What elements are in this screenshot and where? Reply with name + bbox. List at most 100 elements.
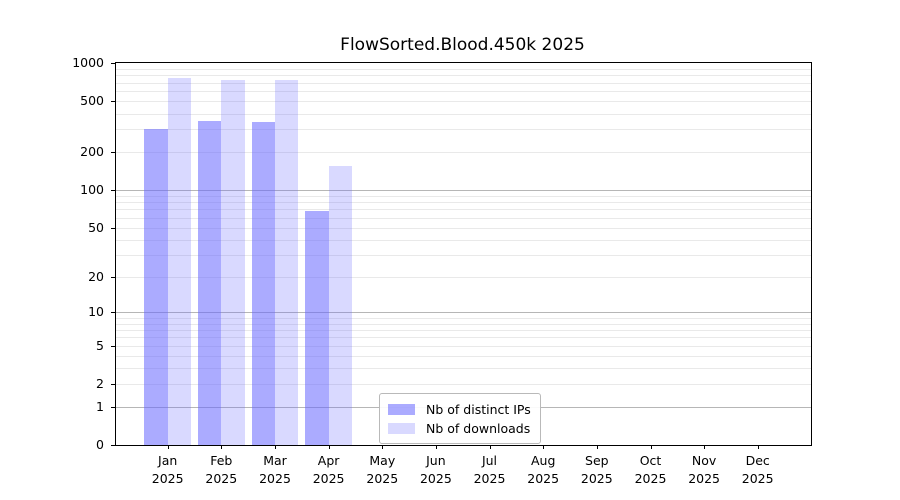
legend-label-downloads: Nb of downloads [426,421,531,436]
x-tick-year: 2025 [527,470,560,486]
x-tick-month: Apr [317,453,340,468]
x-tick-mark [275,445,276,449]
x-tick-month: Oct [639,453,662,468]
x-tick-month: Mar [263,453,287,468]
x-tick-year: 2025 [473,470,506,486]
x-tick-month: Jul [481,453,498,468]
gridline [116,217,811,219]
legend-swatch-distinct-ips-icon [388,404,415,415]
x-tick-year: 2025 [151,470,184,486]
bar-downloads [167,78,192,445]
x-tick-mark [543,445,545,449]
x-tick-mark [650,445,652,449]
y-tick-mark [111,406,115,408]
y-tick-mark [111,384,115,386]
y-tick-mark [111,345,115,347]
bar-distinct-ips [251,121,275,445]
x-tick-month: Jun [426,453,446,468]
x-tick-label: Nov 2025 [672,452,736,487]
gridline [116,384,811,386]
x-tick-mark [435,445,437,449]
gridline [116,323,811,325]
gridline [116,345,811,347]
gridline [116,337,811,339]
x-tick-mark [328,445,330,449]
y-tick-mark [111,276,115,278]
x-tick-mark [221,445,223,449]
gridline [116,101,811,103]
x-tick-year: 2025 [366,470,399,486]
x-tick-mark [596,445,598,449]
x-tick-month: Nov [691,453,717,468]
gridline-major [116,189,811,191]
x-tick-year: 2025 [259,470,291,486]
gridline [116,255,811,257]
gridline [116,227,811,229]
y-tick-label: 1000 [72,55,104,70]
bar-downloads [328,166,352,445]
gridline [116,75,811,77]
gridline [116,195,811,197]
x-tick-label: Aug 2025 [511,452,575,487]
bar-downloads [221,80,245,445]
x-tick-label: Feb 2025 [189,452,253,487]
x-tick-label: Oct 2025 [619,452,683,487]
x-tick-label: Dec 2025 [726,452,790,487]
x-tick-label: Jun 2025 [404,452,468,487]
y-tick-label: 500 [80,93,104,109]
gridline [116,368,811,370]
y-tick-label: 50 [88,219,104,235]
gridline [116,151,811,153]
bar-distinct-ips [144,128,168,445]
y-tick-label: 1 [96,398,104,414]
x-tick-label: Jan 2025 [136,452,200,487]
y-tick-label: 20 [88,268,104,284]
x-tick-year: 2025 [580,470,613,486]
x-tick-label: Jul 2025 [458,452,522,487]
legend-label-distinct-ips: Nb of distinct IPs [426,402,531,417]
gridline [116,209,811,211]
x-tick-month: May [369,453,396,468]
gridline [116,239,811,241]
y-tick-label: 0 [96,437,104,452]
legend-item-distinct-ips: Nb of distinct IPs [388,400,531,419]
gridline [116,317,811,319]
y-tick-mark [111,151,115,153]
legend-item-downloads: Nb of downloads [388,419,531,438]
gridline [116,113,811,115]
x-tick-label: Mar 2025 [243,452,307,487]
y-tick-mark [111,445,115,446]
x-tick-month: Jan [158,453,178,468]
bar-distinct-ips [305,210,329,445]
y-tick-mark [111,312,115,314]
x-tick-month: Aug [530,453,556,468]
x-tick-mark [704,445,706,449]
y-tick-mark [111,63,115,64]
gridline [116,276,811,278]
y-tick-label: 2 [96,376,104,392]
x-tick-year: 2025 [741,470,774,486]
x-tick-year: 2025 [634,470,667,486]
legend: Nb of distinct IPs Nb of downloads [379,393,541,444]
y-tick-mark [111,101,115,103]
x-tick-year: 2025 [205,470,238,486]
gridline [116,356,811,357]
chart-title: FlowSorted.Blood.450k 2025 [340,35,585,55]
y-tick-label: 200 [80,143,104,159]
gridline [116,91,811,93]
gridline [116,82,811,84]
x-tick-month: Feb [210,453,233,468]
y-tick-label: 10 [88,304,104,320]
gridline [116,68,811,70]
gridline [116,202,811,203]
plot-area: Nb of distinct IPs Nb of downloads 0 1 2 5 1… [72,55,812,486]
x-tick-mark [167,445,169,449]
y-tick-label: 5 [96,337,104,353]
x-tick-year: 2025 [688,470,720,486]
x-tick-year: 2025 [312,470,345,486]
x-tick-mark [489,445,491,449]
x-tick-month: Dec [745,453,770,468]
x-tick-label: Apr 2025 [297,452,361,487]
x-tick-mark [757,445,759,449]
